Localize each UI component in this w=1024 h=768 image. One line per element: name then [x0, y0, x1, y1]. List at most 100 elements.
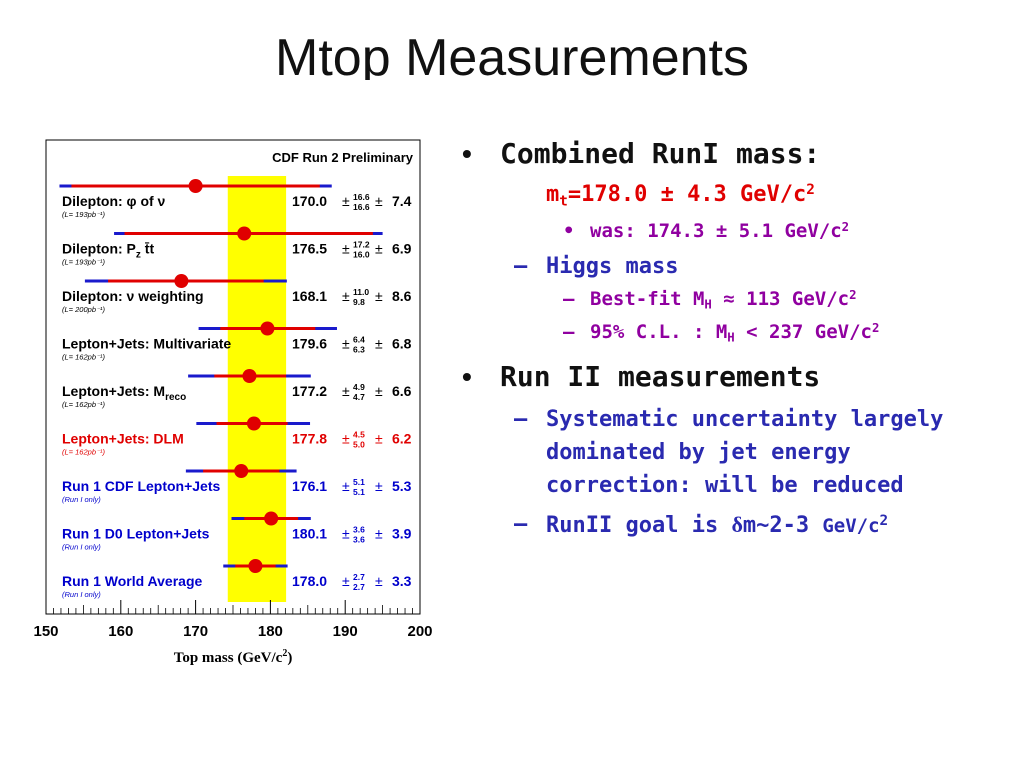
row-label: Dilepton: ν weighting	[62, 288, 204, 304]
best-fit-value: ≈ 113 GeV/c	[711, 288, 850, 310]
row-label-text: Lepton+Jets: DLM	[62, 431, 184, 447]
x-tick-label: 200	[407, 623, 432, 640]
higgs-mass-line: – Higgs mass	[462, 250, 1007, 283]
row-stat-minus: 6.3	[353, 345, 365, 355]
row-label-text: Dilepton: P	[62, 241, 136, 257]
best-fit-line: – Best-fit MH ≈ 113 GeV/c2	[462, 283, 1007, 316]
row-stat-minus: 16.0	[353, 250, 370, 260]
goal-unit: GeV/c	[822, 515, 880, 537]
row-syst: 6.6	[392, 383, 412, 399]
row-syst: 3.9	[392, 526, 412, 542]
mass-point	[260, 321, 275, 336]
cl-text: 95% C.L. : M	[590, 321, 728, 343]
x-tick-label: 190	[333, 623, 358, 640]
row-syst: 8.6	[392, 288, 412, 304]
row-label-text: Run 1 D0 Lepton+Jets	[62, 526, 210, 542]
x-tick-label: 170	[183, 623, 208, 640]
systematic-line: – Systematic uncertainty largely dominat…	[462, 403, 1007, 502]
plus-minus-symbol: ±	[375, 383, 383, 399]
best-fit-text: Best-fit M	[590, 288, 705, 310]
bullet-dot: •	[462, 138, 472, 169]
mass-superscript: 2	[806, 181, 815, 198]
x-axis-label: Top mass (GeV/c2)	[174, 648, 293, 666]
row-value: 177.8	[292, 431, 327, 447]
mass-subscript: t	[559, 193, 568, 210]
plus-minus-symbol: ±	[342, 288, 350, 304]
row-luminosity: (Run I only)	[62, 495, 101, 504]
row-syst: 6.9	[392, 241, 412, 257]
mass-point	[188, 179, 203, 193]
best-fit-superscript: 2	[849, 287, 857, 302]
row-value: 176.5	[292, 241, 327, 257]
row-luminosity: (L= 162pb⁻¹)	[62, 448, 105, 457]
row-value: 178.0	[292, 573, 327, 589]
dash-marker: –	[514, 407, 528, 432]
row-label: Dilepton: Pz t̄t	[62, 240, 154, 260]
row-label: Lepton+Jets: Multivariate	[62, 336, 231, 352]
plus-minus-symbol: ±	[342, 336, 350, 352]
row-stat-plus: 4.9	[353, 382, 365, 392]
dash-marker: –	[514, 512, 528, 537]
bullet-run2-title: Run II measurements	[500, 360, 821, 393]
row-label: Run 1 CDF Lepton+Jets	[62, 478, 221, 494]
row-stat-plus: 4.5	[353, 430, 365, 440]
cl-line: – 95% C.L. : MH < 237 GeV/c2	[462, 316, 1007, 349]
goal-text: RunII goal is	[546, 513, 732, 538]
bullet-combined-title: Combined RunI mass:	[500, 137, 821, 170]
figure-header: CDF Run 2 Preliminary	[272, 150, 414, 165]
goal-line: – RunII goal is δm~2-3 GeV/c2	[462, 508, 1007, 543]
plus-minus-symbol: ±	[375, 526, 383, 542]
plus-minus-symbol: ±	[342, 478, 350, 494]
row-label-text: Lepton+Jets: M	[62, 383, 165, 399]
row-stat-plus: 3.6	[353, 525, 365, 535]
row-label-subscript: reco	[165, 392, 186, 403]
mass-point	[234, 464, 249, 478]
plus-minus-symbol: ±	[375, 573, 383, 589]
x-axis-label-close: )	[287, 650, 292, 666]
x-tick-label: 180	[258, 623, 283, 640]
x-axis-label-sup: 2	[282, 648, 287, 659]
plus-minus-symbol: ±	[342, 193, 350, 209]
row-value: 179.6	[292, 336, 327, 352]
row-label: Lepton+Jets: Mreco	[62, 383, 186, 403]
row-syst: 3.3	[392, 573, 412, 589]
plus-minus-symbol: ±	[375, 478, 383, 494]
row-label-subscript: z	[136, 250, 141, 261]
row-label-tail: t̄t	[141, 240, 155, 256]
plus-minus-symbol: ±	[342, 573, 350, 589]
row-value: 180.1	[292, 526, 327, 542]
goal-range: m~2-3	[742, 513, 823, 538]
row-stat-minus: 3.6	[353, 535, 365, 545]
mass-point	[264, 511, 279, 526]
was-value: was: 174.3 ± 5.1 GeV/c	[590, 220, 842, 242]
row-luminosity: (L= 193pb⁻¹)	[62, 258, 105, 267]
row-stat-minus: 2.7	[353, 582, 365, 592]
plus-minus-symbol: ±	[375, 431, 383, 447]
mass-point	[237, 226, 252, 241]
plus-minus-symbol: ±	[342, 431, 350, 447]
row-label-text: Dilepton: φ of ν	[62, 193, 166, 209]
cl-superscript: 2	[872, 320, 880, 335]
plus-minus-symbol: ±	[342, 241, 350, 257]
row-value: 170.0	[292, 193, 327, 209]
row-stat-minus: 4.7	[353, 392, 365, 402]
row-stat-minus: 5.0	[353, 440, 365, 450]
row-luminosity: (L= 200pb⁻¹)	[62, 305, 105, 314]
row-label-text: Dilepton: ν weighting	[62, 288, 204, 304]
row-syst: 5.3	[392, 478, 412, 494]
row-label: Dilepton: φ of ν	[62, 193, 166, 209]
combined-mass-band	[227, 176, 287, 602]
row-luminosity: (Run I only)	[62, 590, 101, 599]
higgs-mass-label: Higgs mass	[546, 254, 679, 279]
row-syst: 7.4	[392, 193, 412, 209]
row-value: 168.1	[292, 288, 327, 304]
slide-title: Mtop Measurements	[275, 29, 749, 80]
goal-superscript: 2	[879, 512, 889, 529]
goal-delta: δ	[731, 512, 743, 537]
mass-point	[246, 416, 261, 431]
dash-marker: –	[563, 321, 575, 343]
row-label-text: Lepton+Jets: Multivariate	[62, 336, 231, 352]
row-luminosity: (Run I only)	[62, 543, 101, 552]
row-stat-minus: 16.6	[353, 202, 370, 212]
plus-minus-symbol: ±	[342, 526, 350, 542]
